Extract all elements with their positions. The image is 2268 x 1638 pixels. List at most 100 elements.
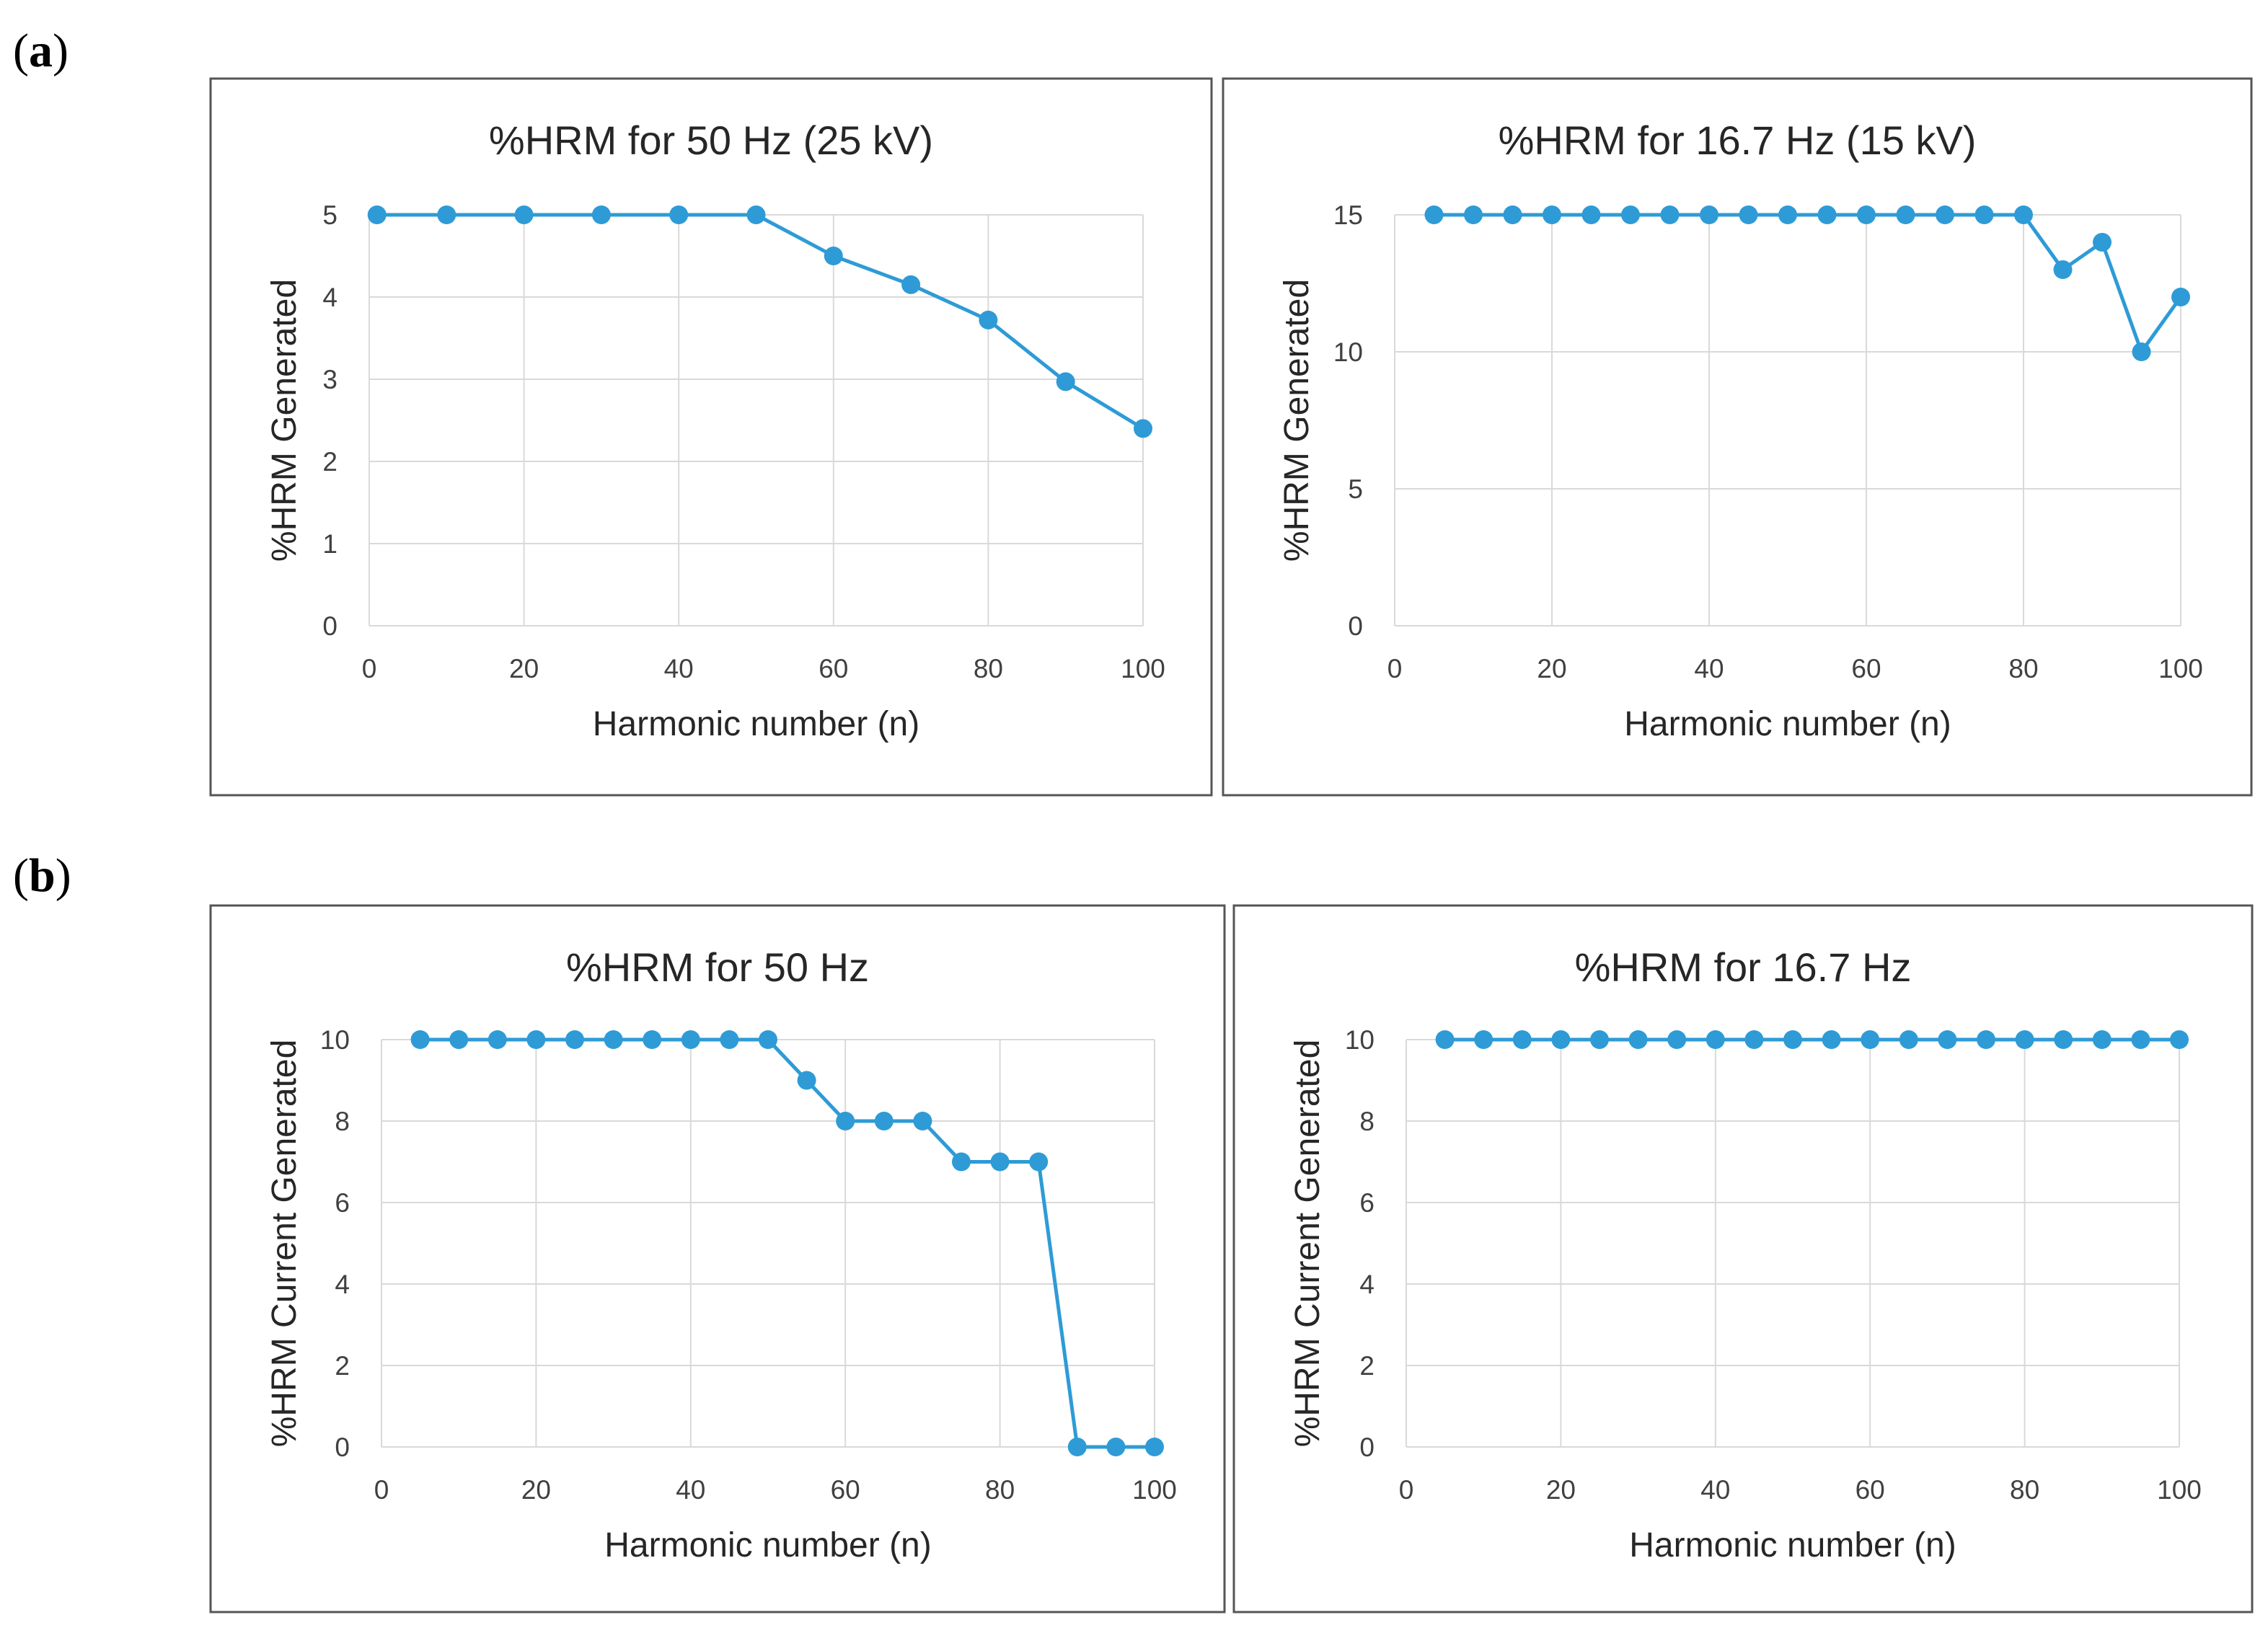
data-point <box>1977 1030 1995 1049</box>
data-point <box>669 205 689 224</box>
y-tick-label: 4 <box>335 1270 350 1299</box>
data-point <box>990 1152 1010 1172</box>
y-tick-label: 0 <box>1359 1433 1375 1462</box>
data-point <box>1739 205 1758 224</box>
data-point <box>1896 205 1915 224</box>
data-point <box>1783 1030 1802 1049</box>
y-tick-label: 3 <box>322 365 337 394</box>
y-tick-label: 6 <box>1359 1188 1375 1218</box>
x-tick-label: 80 <box>985 1475 1015 1505</box>
data-point <box>565 1030 584 1049</box>
data-point <box>1590 1030 1609 1049</box>
y-tick-label: 6 <box>335 1188 350 1218</box>
data-point <box>1056 372 1075 391</box>
x-axis-title: Harmonic number (n) <box>1629 1526 1956 1564</box>
chart-frame <box>1232 904 2254 1613</box>
y-tick-label: 2 <box>335 1351 350 1381</box>
y-axis-title: %HRM Current Generated <box>1289 1040 1327 1448</box>
data-point <box>979 310 998 329</box>
chart-3: 0 20 40 60 80 100 0 2 4 6 8 10 %HRM for 50 Hz Harmoni… <box>209 904 1226 1613</box>
y-tick-label: 15 <box>1333 200 1363 230</box>
data-point <box>2092 1030 2112 1049</box>
y-tick-label: 4 <box>322 283 337 312</box>
data-point <box>2053 260 2073 279</box>
x-tick-label: 80 <box>2010 1475 2039 1505</box>
y-tick-label: 1 <box>322 529 337 559</box>
y-tick-label: 8 <box>1359 1107 1375 1136</box>
y-tick-label: 5 <box>1348 474 1363 504</box>
x-tick-label: 40 <box>664 654 694 683</box>
x-tick-label: 60 <box>1856 1475 1885 1505</box>
data-point <box>1857 205 1876 224</box>
data-point <box>759 1030 777 1049</box>
data-point <box>487 1030 507 1049</box>
x-tick-label: 60 <box>818 654 848 683</box>
y-tick-label: 0 <box>322 611 337 641</box>
x-tick-label: 40 <box>1694 654 1724 683</box>
chart-frame <box>209 77 1213 797</box>
y-tick-label: 2 <box>322 447 337 477</box>
data-point <box>2170 1030 2189 1049</box>
x-tick-label: 60 <box>831 1475 860 1505</box>
x-tick-label: 20 <box>521 1475 551 1505</box>
data-point <box>1621 205 1640 224</box>
data-point <box>1974 205 1994 224</box>
y-tick-label: 10 <box>1345 1025 1375 1055</box>
data-point <box>1503 205 1522 224</box>
data-point <box>1936 205 1954 224</box>
data-point <box>824 247 843 265</box>
data-point <box>410 1030 430 1049</box>
x-tick-label: 0 <box>1399 1475 1414 1505</box>
x-tick-label: 0 <box>374 1475 389 1505</box>
chart-title: %HRM for 50 Hz (25 kV) <box>489 118 933 163</box>
data-point <box>1706 1030 1725 1049</box>
data-point <box>1067 1438 1087 1456</box>
y-tick-label: 5 <box>322 200 337 230</box>
data-point <box>720 1030 739 1049</box>
chart-title: %HRM for 16.7 Hz (15 kV) <box>1499 118 1977 163</box>
data-point <box>514 205 534 224</box>
data-point <box>1474 1030 1493 1049</box>
data-point <box>526 1030 546 1049</box>
data-point <box>591 205 611 224</box>
data-point <box>2014 205 2033 224</box>
data-point <box>1464 205 1483 224</box>
chart-2: 0 20 40 60 80 100 0 5 10 15 %HRM for 16.7 Hz (15 k… <box>1222 77 2253 797</box>
data-point <box>1778 205 1797 224</box>
y-tick-label: 0 <box>1348 611 1363 641</box>
x-tick-label: 80 <box>2008 654 2038 683</box>
chart-1: 0 20 40 60 80 100 0 1 2 3 4 5 %HRM for 50 Hz (25 kV)… <box>209 77 1213 797</box>
data-point <box>913 1112 932 1130</box>
data-point <box>874 1112 893 1130</box>
x-tick-label: 40 <box>676 1475 705 1505</box>
chart-frame <box>1222 77 2253 797</box>
chart-title: %HRM for 16.7 Hz <box>1575 944 1912 990</box>
data-point <box>1938 1030 1957 1049</box>
data-point <box>1628 1030 1648 1049</box>
y-axis-title: %HRM Generated <box>265 279 304 562</box>
data-point <box>2054 1030 2073 1049</box>
y-tick-label: 8 <box>335 1107 350 1136</box>
data-point <box>1424 205 1444 224</box>
x-tick-label: 60 <box>1851 654 1881 683</box>
data-point <box>1700 205 1718 224</box>
data-point <box>797 1071 816 1090</box>
data-point <box>1817 205 1837 224</box>
x-tick-label: 40 <box>1700 1475 1730 1505</box>
data-point <box>1551 1030 1571 1049</box>
data-point <box>1134 419 1152 438</box>
data-point <box>746 205 766 224</box>
y-tick-label: 4 <box>1359 1270 1375 1299</box>
data-point <box>2015 1030 2034 1049</box>
data-point <box>367 205 387 224</box>
x-tick-label: 100 <box>2158 654 2203 683</box>
data-point <box>437 205 456 224</box>
x-tick-label: 100 <box>1121 654 1165 683</box>
x-tick-label: 20 <box>1546 1475 1576 1505</box>
y-tick-label: 2 <box>1359 1351 1375 1381</box>
x-tick-label: 20 <box>509 654 539 683</box>
data-point <box>1667 1030 1687 1049</box>
data-point <box>1744 1030 1764 1049</box>
data-point <box>449 1030 469 1049</box>
data-point <box>1029 1152 1049 1172</box>
